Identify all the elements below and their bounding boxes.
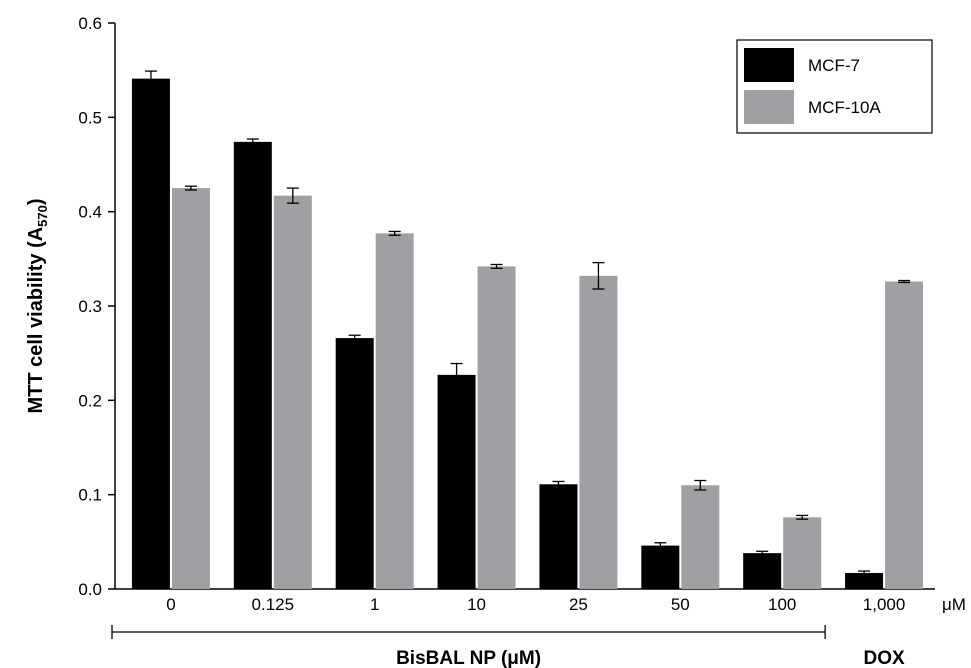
x-unit-label: μM (942, 595, 966, 614)
error-bar-mcf-7-5 (654, 542, 667, 550)
x-tick-label: 100 (768, 595, 796, 614)
bar-mcf-10a-1 (273, 195, 312, 589)
y-axis-title: MTT cell viability (A570) (25, 198, 50, 413)
error-bar-mcf-7-3 (450, 362, 463, 387)
error-bar-mcf-10a-6 (796, 514, 809, 520)
y-axis-title-main: MTT cell viability (A (25, 227, 47, 414)
y-tick-label: 0.1 (78, 486, 102, 505)
error-bar-mcf-7-1 (246, 138, 259, 146)
error-bar-mcf-10a-0 (184, 185, 197, 191)
bar-mcf-7-0 (131, 78, 170, 589)
group-label: DOX (863, 648, 905, 668)
bar-mcf-10a-5 (681, 485, 720, 589)
bar-mcf-7-6 (743, 553, 782, 589)
bar-mcf-10a-2 (375, 233, 414, 589)
bars (131, 78, 924, 590)
legend: MCF-7 MCF-10A (736, 39, 933, 134)
x-tick-label: 10 (467, 595, 486, 614)
y-axis: 0.0 0.1 0.2 0.3 0.4 0.5 0.6 (78, 14, 116, 599)
legend-swatch-mcf-10a (744, 90, 794, 124)
x-tick-label: 1,000 (863, 595, 906, 614)
error-bar-mcf-10a-7 (898, 279, 911, 284)
group-label: BisBAL NP (μM) (396, 648, 541, 668)
legend-label-mcf-7: MCF-7 (808, 56, 860, 75)
bar-mcf-10a-3 (477, 266, 516, 589)
x-tick-label: 25 (569, 595, 588, 614)
y-tick-label: 0.5 (78, 108, 102, 127)
error-bar-mcf-10a-2 (388, 230, 401, 236)
error-bar-mcf-7-2 (348, 334, 361, 342)
legend-label-mcf-10a: MCF-10A (808, 98, 881, 117)
error-bar-mcf-7-4 (552, 480, 565, 488)
legend-swatch-mcf-7 (744, 48, 794, 82)
bar-mcf-7-7 (845, 572, 884, 589)
x-axis: 0 0.125 1 10 25 50 100 1,000 μM (115, 588, 966, 614)
bar-mcf-10a-0 (171, 188, 210, 590)
bar-mcf-10a-7 (885, 281, 924, 589)
bar-mcf-7-2 (335, 338, 374, 589)
bar-mcf-7-4 (539, 484, 578, 589)
y-tick-label: 0.4 (78, 203, 102, 222)
bar-mcf-10a-4 (579, 275, 618, 589)
error-bar-mcf-10a-5 (694, 479, 707, 491)
error-bars (144, 70, 911, 576)
bar-mcf-7-5 (641, 545, 680, 589)
y-axis-title-subscript: 570 (35, 205, 50, 227)
bar-mcf-7-1 (233, 141, 272, 590)
x-tick-label: 0.125 (252, 595, 295, 614)
error-bar-mcf-10a-3 (490, 263, 503, 269)
y-axis-title-tail: ) (25, 198, 47, 205)
group-brackets: BisBAL NP (μM) DOX (111, 625, 905, 668)
error-bar-mcf-10a-4 (592, 261, 605, 290)
error-bar-mcf-7-7 (858, 570, 871, 576)
y-tick-label: 0.2 (78, 391, 102, 410)
y-tick-label: 0.0 (78, 580, 102, 599)
y-tick-label: 0.6 (78, 14, 102, 33)
error-bar-mcf-7-6 (756, 550, 769, 556)
error-bar-mcf-7-0 (144, 70, 157, 87)
x-tick-label: 1 (370, 595, 379, 614)
bar-mcf-7-3 (437, 374, 476, 589)
error-bar-mcf-10a-1 (286, 187, 299, 204)
x-tick-label: 0 (166, 595, 175, 614)
x-tick-label: 50 (671, 595, 690, 614)
bar-mcf-10a-6 (783, 517, 822, 589)
y-tick-label: 0.3 (78, 297, 102, 316)
